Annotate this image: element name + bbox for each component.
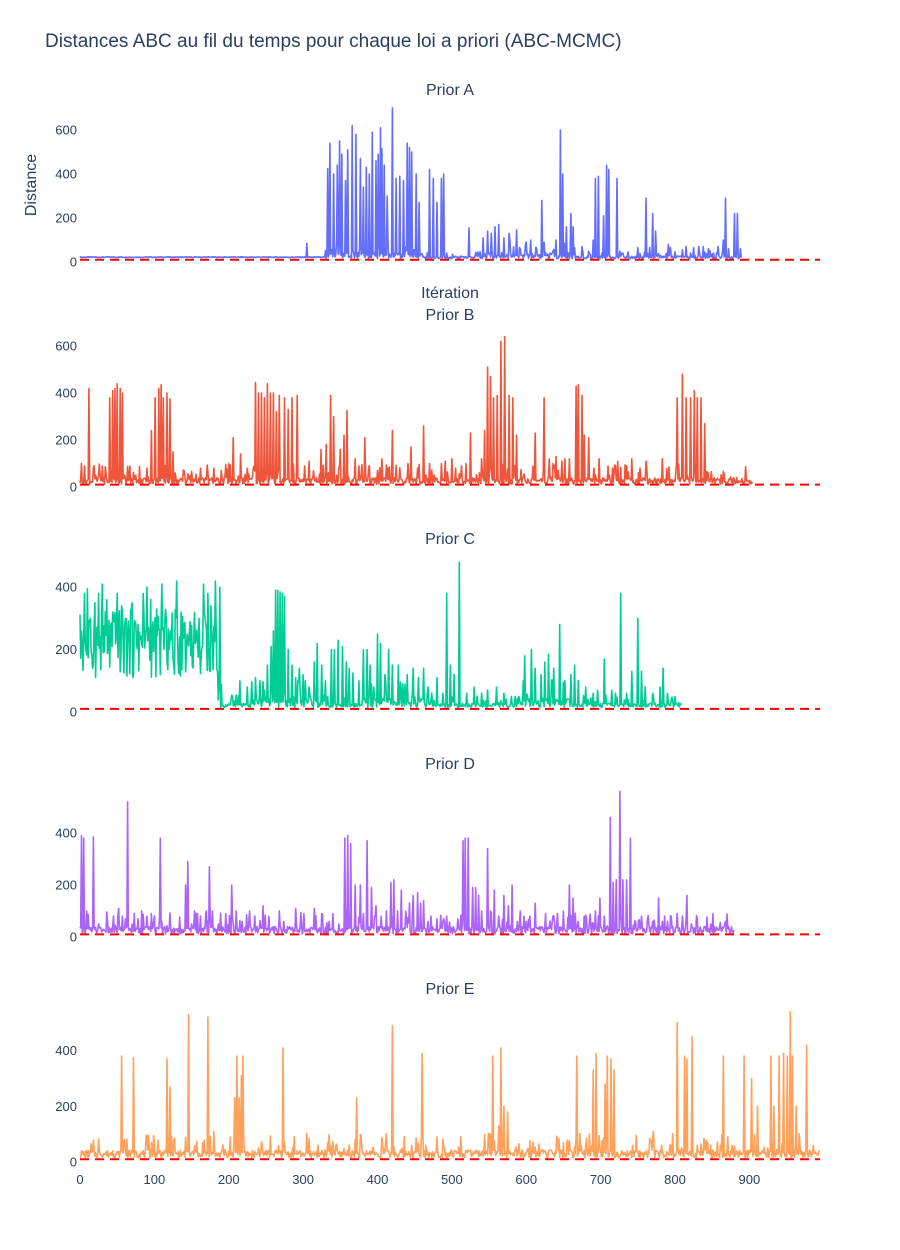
y-tick-label: 400 [55,386,77,401]
y-tick-label: 200 [55,211,77,226]
y-tick-label: 0 [70,255,77,270]
chart-title: Distances ABC au fil du temps pour chaqu… [45,31,622,52]
y-tick-label: 200 [55,642,77,657]
y-tick-label: 400 [55,580,77,595]
y-tick-label: 400 [55,1043,77,1058]
x-tick-label: 800 [664,1172,686,1187]
y-tick-label: 600 [55,339,77,354]
subplot-prior-a: Prior A 0 200 400 600 [55,82,820,270]
x-tick-label: 700 [590,1172,612,1187]
subplot-title: Prior D [425,756,475,773]
y-tick-label: 400 [55,167,77,182]
subplot-prior-c: Prior C 0 200 400 [55,531,820,720]
series-line [79,1010,821,1159]
y-tick-label: 0 [70,705,77,720]
series-line [79,107,742,260]
y-tick-label: 0 [70,480,77,495]
subplot-title: Prior E [426,981,475,998]
y-tick-label: 0 [70,1155,77,1170]
subplot-title: Prior B [426,307,475,324]
y-axis-label: Distance [23,154,40,216]
x-tick-label: 300 [292,1172,314,1187]
x-tick-label: 400 [367,1172,389,1187]
subplot-title: Prior C [425,531,475,548]
y-tick-label: 200 [55,878,77,893]
x-tick-label: 900 [738,1172,760,1187]
x-tick-label: 0 [76,1172,83,1187]
subplot-prior-e: Prior E 0 200 400 [55,981,821,1170]
y-tick-label: 600 [55,123,77,138]
series-line [79,561,683,709]
y-tick-label: 0 [70,930,77,945]
y-tick-label: 200 [55,1099,77,1114]
subplot-prior-b: Prior B 0 200 400 600 [55,307,820,495]
subplot-prior-d: Prior D 0 200 400 [55,756,820,945]
x-tick-label: 100 [144,1172,166,1187]
x-tick-label: 200 [218,1172,240,1187]
series-line [79,335,754,485]
x-axis-label: Itération [421,285,479,302]
y-tick-label: 200 [55,433,77,448]
subplot-title: Prior A [426,82,474,99]
y-tick-label: 400 [55,826,77,841]
x-tick-label: 500 [441,1172,463,1187]
x-tick-label: 600 [515,1172,537,1187]
series-line [79,790,735,935]
